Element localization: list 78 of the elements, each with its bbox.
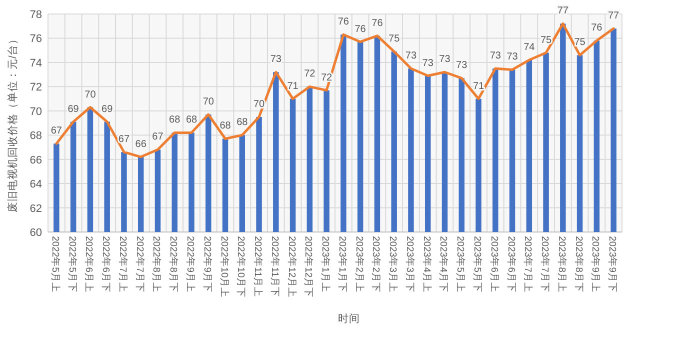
y-tick-label: 66 xyxy=(30,154,42,166)
x-tick-label: 2023年5月下 xyxy=(472,236,484,292)
data-label: 76 xyxy=(354,24,366,35)
x-tick-label: 2023年7月下 xyxy=(539,236,552,292)
data-label: 74 xyxy=(524,42,536,54)
data-label: 76 xyxy=(372,18,384,29)
data-label: 75 xyxy=(388,34,400,45)
x-tick-label: 2023年2月下 xyxy=(370,236,382,292)
data-label: 67 xyxy=(118,134,130,146)
data-label: 75 xyxy=(574,37,586,48)
x-tick-label: 2023年7月上 xyxy=(522,236,534,292)
x-tick-label: 2023年3月下 xyxy=(404,236,416,292)
data-label: 72 xyxy=(304,68,316,80)
x-tick-label: 2022年6月上 xyxy=(83,236,96,292)
data-label: 73 xyxy=(270,54,282,66)
y-tick-label: 68 xyxy=(30,130,42,142)
x-tick-label: 2022年12月下 xyxy=(302,236,315,298)
x-tick-label: 2023年8月下 xyxy=(572,236,585,292)
data-label: 73 xyxy=(422,58,434,69)
x-axis-title: 时间 xyxy=(338,312,360,325)
x-tick-label: 2023年8月上 xyxy=(556,236,568,292)
x-tick-label: 2023年1月上 xyxy=(320,236,332,292)
data-label: 67 xyxy=(50,126,62,137)
data-label: 73 xyxy=(506,52,518,63)
x-tick-label: 2023年3月上 xyxy=(387,236,400,292)
x-tick-label: 2023年4月下 xyxy=(438,236,450,292)
data-label: 67 xyxy=(152,132,164,143)
data-label: 69 xyxy=(102,104,114,115)
y-tick-label: 76 xyxy=(30,33,42,46)
x-tick-label: 2022年5月下 xyxy=(66,236,78,292)
x-tick-label: 2022年9月下 xyxy=(201,236,214,292)
data-label: 68 xyxy=(186,114,198,126)
x-tick-label: 2022年12月上 xyxy=(286,236,298,298)
y-tick-label: 62 xyxy=(30,202,42,215)
data-label: 71 xyxy=(287,80,299,92)
x-tick-label: 2022年9月上 xyxy=(184,236,196,292)
x-tick-label: 2022年10月下 xyxy=(235,236,248,298)
x-tick-label: 2022年7月上 xyxy=(116,236,129,292)
data-label: 70 xyxy=(202,96,214,108)
x-tick-label: 2022年8月上 xyxy=(150,236,163,292)
y-tick-label: 74 xyxy=(30,57,42,70)
x-tick-label: 2023年4月上 xyxy=(420,236,433,292)
data-label: 69 xyxy=(68,104,80,115)
y-tick-label: 64 xyxy=(30,178,42,191)
x-tick-label: 2023年2月上 xyxy=(353,236,366,292)
x-tick-label: 2022年7月下 xyxy=(134,236,146,292)
x-tick-label: 2022年6月下 xyxy=(100,236,112,292)
y-tick-label: 78 xyxy=(30,9,42,21)
x-tick-label: 2023年6月上 xyxy=(488,236,500,292)
y-tick-label: 72 xyxy=(30,82,42,94)
data-label: 77 xyxy=(557,6,569,17)
data-label: 73 xyxy=(490,50,502,62)
x-tick-label: 2022年11月下 xyxy=(268,236,281,297)
data-label: 77 xyxy=(608,10,620,22)
y-axis-title: 废旧电视机回收价格（单位：元/台） xyxy=(6,34,19,212)
x-tick-label: 2023年9月下 xyxy=(606,236,619,292)
data-label: 75 xyxy=(540,34,552,46)
x-tick-label: 2022年5月上 xyxy=(49,236,62,292)
data-label: 70 xyxy=(84,89,96,100)
x-tick-label: 2022年10月上 xyxy=(218,236,230,298)
y-tick-label: 70 xyxy=(30,106,42,118)
x-tick-label: 2023年1月下 xyxy=(336,236,348,292)
x-tick-label: 2023年5月上 xyxy=(454,236,467,292)
data-label: 68 xyxy=(169,114,181,126)
data-label: 73 xyxy=(439,54,451,66)
data-label: 73 xyxy=(456,60,468,72)
y-tick-label: 60 xyxy=(30,227,42,239)
data-label: 76 xyxy=(591,22,603,34)
x-tick-label: 2023年6月下 xyxy=(505,236,518,292)
data-label: 73 xyxy=(405,50,417,62)
data-label: 76 xyxy=(338,16,350,28)
x-tick-label: 2022年8月下 xyxy=(168,236,180,292)
data-label: 68 xyxy=(236,117,248,128)
x-tick-label: 2023年9月上 xyxy=(590,236,602,292)
data-label: 68 xyxy=(220,120,232,132)
data-label: 66 xyxy=(135,138,147,150)
data-label: 71 xyxy=(472,80,484,92)
x-tick-label: 2022年11月上 xyxy=(252,236,264,297)
